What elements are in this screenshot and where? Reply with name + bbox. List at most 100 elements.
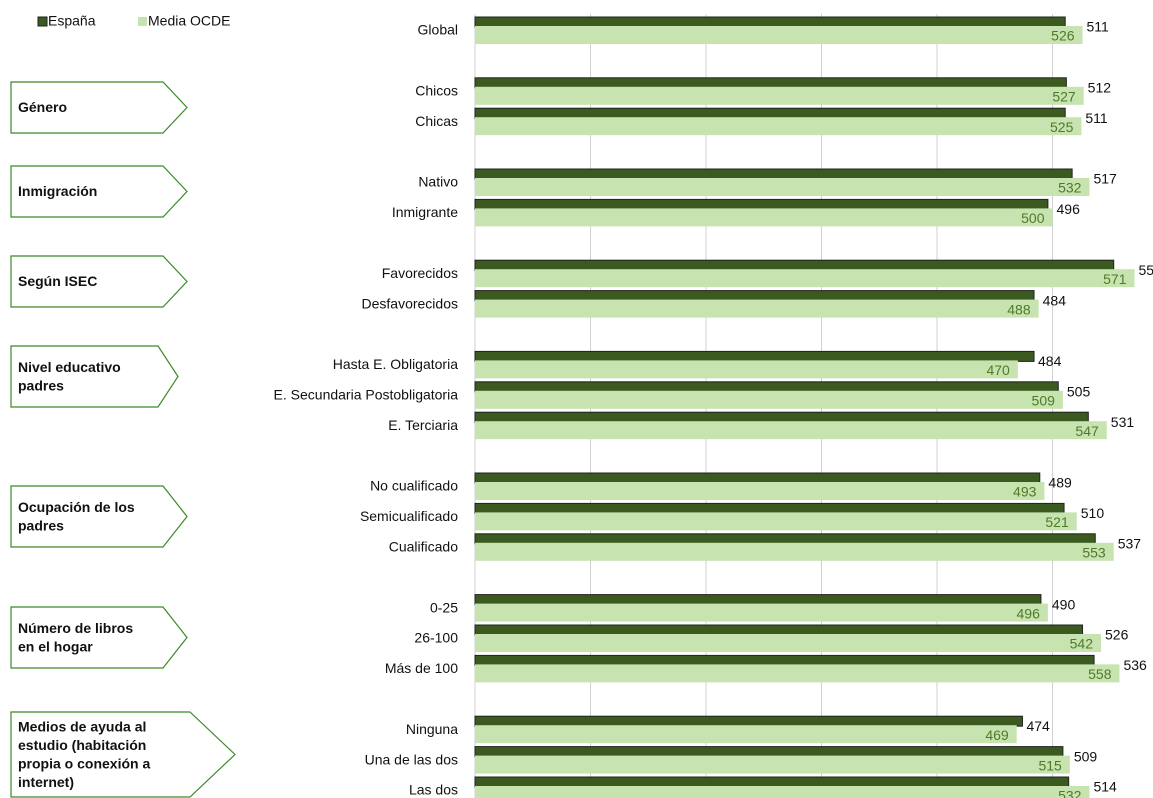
bar [475,178,1090,196]
value-label: 517 [1093,171,1117,187]
value-label: 470 [986,362,1010,378]
bar [474,746,1064,758]
category-label: Nativo [418,174,458,190]
category-label: 0-25 [430,599,458,615]
group-label: padres [18,517,64,533]
bar [474,290,1035,302]
group-box [10,81,188,134]
legend-swatch [138,17,147,26]
bar [475,603,1048,622]
value-label: 496 [1017,605,1041,621]
category-label: Semicualificado [360,508,458,524]
bar [475,786,1090,798]
category-label: E. Secundaria Postobligatoria [274,387,459,403]
bar [474,715,1023,727]
value-label: 484 [1038,353,1062,369]
value-label: 558 [1088,666,1112,682]
category-label: Desfavorecidos [362,295,459,311]
category-label: Chicos [415,83,458,99]
category-label: Más de 100 [385,660,458,676]
bar [474,259,1115,271]
value-label: 536 [1123,657,1147,673]
category-label: Chicas [415,113,458,129]
value-label: 511 [1085,110,1108,126]
value-label: 500 [1021,210,1045,226]
value-label: 526 [1105,627,1129,643]
group-box [10,606,188,669]
bar [475,26,1083,44]
value-label: 532 [1058,180,1082,196]
group-box [10,255,188,308]
value-label: 505 [1067,384,1091,400]
bar [475,390,1063,409]
value-label: 496 [1057,201,1081,217]
group-label: Medios de ayuda al [18,718,146,734]
bar [475,542,1114,561]
value-label: 509 [1032,393,1056,409]
value-label: 474 [1026,718,1050,734]
bar [475,269,1135,288]
value-label: 527 [1052,89,1076,105]
bar [474,776,1070,788]
category-label: Las dos [409,782,458,798]
value-label: 512 [1088,80,1112,96]
category-label: Una de las dos [365,751,458,767]
bar [474,77,1067,89]
value-label: 537 [1118,536,1142,552]
group-label: Según ISEC [18,273,97,289]
value-label: 553 [1139,262,1153,278]
bar [475,86,1084,105]
legend-label: Media OCDE [148,13,230,29]
bar [474,381,1059,393]
bar [474,472,1041,484]
bar [475,360,1018,379]
group-label: Ocupación de los [18,499,135,515]
value-label: 493 [1013,484,1037,500]
category-label: 26-100 [414,630,458,646]
bar [475,482,1045,500]
category-label: E. Terciaria [388,417,458,433]
bar [475,634,1102,652]
category-label: No cualificado [370,478,458,494]
value-label: 525 [1050,119,1074,135]
category-label: Global [418,22,458,38]
group-label: estudio (habitación [18,737,146,753]
bar [474,16,1066,28]
bar [474,624,1084,636]
group-label: Nivel educativo [18,359,121,375]
group-box [10,165,188,218]
category-label: Hasta E. Obligatoria [333,356,458,372]
bar [475,299,1039,318]
category-label: Inmigrante [392,204,458,220]
category-label: Ninguna [406,721,458,737]
bar [475,725,1017,744]
group-label: propia o conexión a [18,755,150,771]
value-label: 484 [1043,292,1067,308]
group-box [10,345,179,408]
value-label: 511 [1087,19,1110,35]
legend-swatch [37,16,48,27]
value-label: 514 [1093,779,1117,795]
group-box [10,485,188,548]
legend-label: España [48,13,96,29]
value-label: 526 [1051,28,1075,44]
bar [474,198,1049,210]
group-label: Género [18,99,67,115]
bar [475,208,1053,227]
bar [474,533,1096,545]
value-label: 489 [1048,475,1072,491]
group-label: Número de libros [18,620,133,636]
group-box [10,711,236,798]
value-label: 553 [1082,545,1106,561]
group-label: en el hogar [18,638,93,654]
value-label: 571 [1103,271,1127,287]
bar [475,512,1077,531]
bar [475,421,1107,440]
value-label: 510 [1081,505,1105,521]
bar [475,117,1082,136]
bar [475,755,1070,774]
value-label: 469 [985,727,1009,743]
value-label: 515 [1038,757,1062,773]
value-label: 542 [1070,636,1094,652]
